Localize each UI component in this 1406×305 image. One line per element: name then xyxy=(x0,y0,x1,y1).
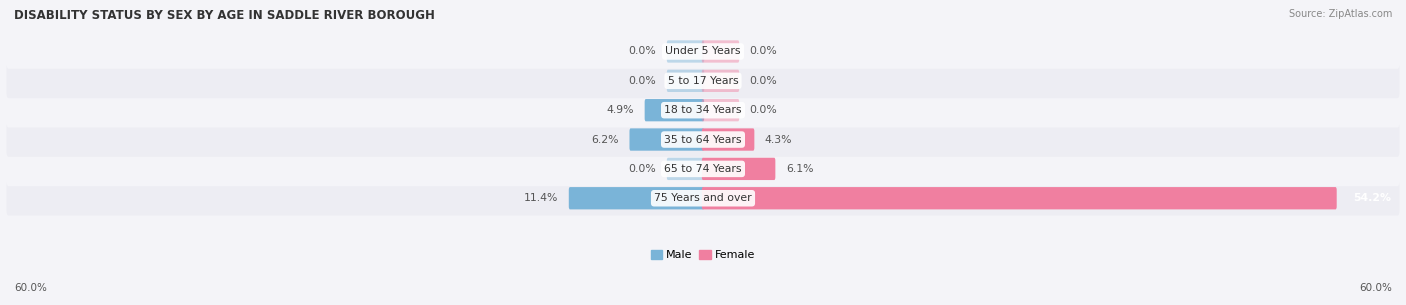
FancyBboxPatch shape xyxy=(702,99,740,121)
FancyBboxPatch shape xyxy=(702,128,755,151)
Text: 6.1%: 6.1% xyxy=(786,164,813,174)
FancyBboxPatch shape xyxy=(666,158,704,180)
FancyBboxPatch shape xyxy=(7,152,1399,186)
FancyBboxPatch shape xyxy=(7,181,1399,216)
FancyBboxPatch shape xyxy=(7,63,1399,98)
FancyBboxPatch shape xyxy=(702,70,740,92)
FancyBboxPatch shape xyxy=(702,187,1337,210)
FancyBboxPatch shape xyxy=(569,187,704,210)
Text: 4.3%: 4.3% xyxy=(765,135,793,145)
Text: 11.4%: 11.4% xyxy=(524,193,558,203)
FancyBboxPatch shape xyxy=(7,34,1399,69)
Text: 0.0%: 0.0% xyxy=(749,105,778,115)
FancyBboxPatch shape xyxy=(666,70,704,92)
Text: Source: ZipAtlas.com: Source: ZipAtlas.com xyxy=(1288,9,1392,19)
Text: 35 to 64 Years: 35 to 64 Years xyxy=(664,135,742,145)
Text: 0.0%: 0.0% xyxy=(628,76,657,86)
Text: 60.0%: 60.0% xyxy=(1360,283,1392,293)
Text: 0.0%: 0.0% xyxy=(749,46,778,56)
Text: 0.0%: 0.0% xyxy=(628,164,657,174)
Text: DISABILITY STATUS BY SEX BY AGE IN SADDLE RIVER BOROUGH: DISABILITY STATUS BY SEX BY AGE IN SADDL… xyxy=(14,9,434,22)
Text: 5 to 17 Years: 5 to 17 Years xyxy=(668,76,738,86)
Text: 0.0%: 0.0% xyxy=(749,76,778,86)
Text: 0.0%: 0.0% xyxy=(628,46,657,56)
Text: 75 Years and over: 75 Years and over xyxy=(654,193,752,203)
Text: 6.2%: 6.2% xyxy=(592,135,619,145)
FancyBboxPatch shape xyxy=(702,158,775,180)
Text: 54.2%: 54.2% xyxy=(1354,193,1392,203)
FancyBboxPatch shape xyxy=(630,128,704,151)
Text: Under 5 Years: Under 5 Years xyxy=(665,46,741,56)
FancyBboxPatch shape xyxy=(7,93,1399,127)
Text: 18 to 34 Years: 18 to 34 Years xyxy=(664,105,742,115)
FancyBboxPatch shape xyxy=(644,99,704,121)
FancyBboxPatch shape xyxy=(666,40,704,63)
Text: 65 to 74 Years: 65 to 74 Years xyxy=(664,164,742,174)
Text: 4.9%: 4.9% xyxy=(606,105,634,115)
Legend: Male, Female: Male, Female xyxy=(651,250,755,260)
FancyBboxPatch shape xyxy=(702,40,740,63)
Text: 60.0%: 60.0% xyxy=(14,283,46,293)
FancyBboxPatch shape xyxy=(7,122,1399,157)
